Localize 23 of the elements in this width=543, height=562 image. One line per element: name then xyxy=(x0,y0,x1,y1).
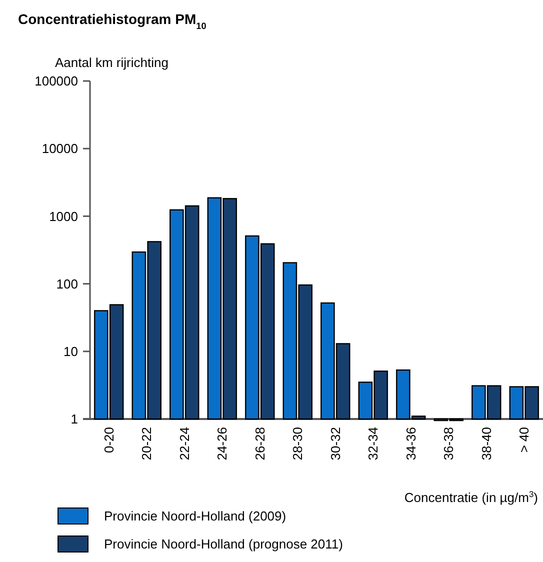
y-tick-label: 100 xyxy=(56,276,78,292)
x-tick-label: 0-20 xyxy=(101,427,116,454)
y-tick-label: 1000 xyxy=(49,208,78,224)
x-tick-label: 38-40 xyxy=(478,427,494,460)
legend-label: Provincie Noord-Holland (2009) xyxy=(104,508,286,524)
x-tick-label: 32-34 xyxy=(366,427,381,460)
x-tick-label: 20-22 xyxy=(139,427,154,460)
x-tick-label: 22-24 xyxy=(176,427,192,460)
y-tick-label: 1 xyxy=(70,412,78,427)
chart-title: Concentratiehistogram PM$_{10}$ xyxy=(18,11,206,31)
x-tick-label: 24-26 xyxy=(214,427,230,460)
y-tick-label: 10000 xyxy=(42,141,78,156)
x-tick-label: 36-38 xyxy=(441,427,456,460)
y-axis-title: Aantal km rijrichting xyxy=(55,55,168,70)
x-tick-label: 34-36 xyxy=(403,427,418,460)
y-tick-label: 10 xyxy=(64,344,78,359)
x-tick-label: 30-32 xyxy=(328,427,343,460)
x-tick-label: 28-30 xyxy=(290,427,306,460)
legend-label: Provincie Noord-Holland (prognose 2011) xyxy=(104,536,343,552)
y-tick-label: 100000 xyxy=(34,74,78,89)
x-tick-label: > 40 xyxy=(516,427,532,453)
x-axis-title: Concentratie (in µg/m$^{3}$) xyxy=(404,489,538,505)
x-tick-label: 26-28 xyxy=(252,427,268,460)
